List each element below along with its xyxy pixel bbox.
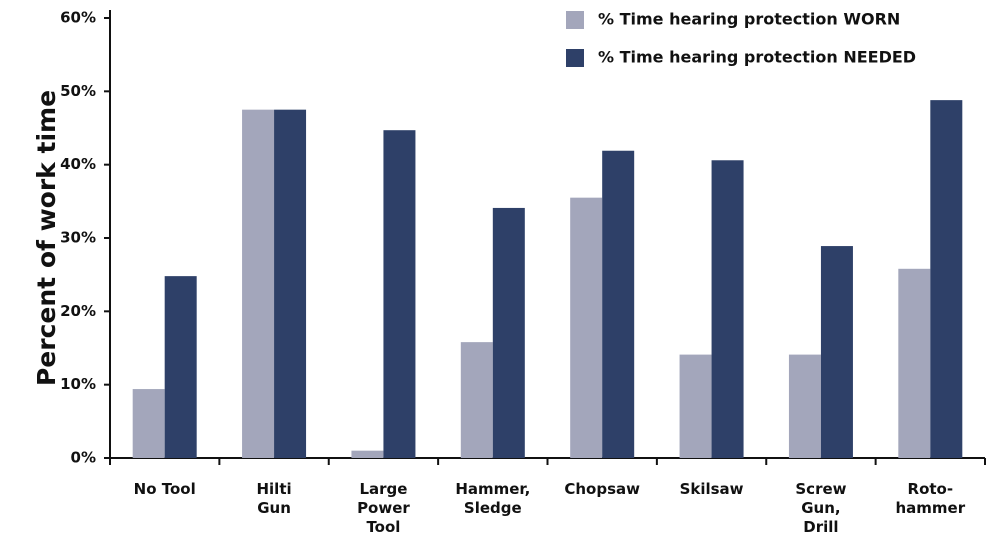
bar [602,150,635,458]
bar [132,389,165,458]
x-tick-label: No Tool [133,480,196,498]
x-tick-label: Chopsaw [564,480,640,498]
bar [164,276,197,458]
bar [570,197,603,458]
legend-label: % Time hearing protection WORN [598,10,900,29]
y-tick-label: 40% [60,155,96,173]
y-tick-label: 10% [60,375,96,393]
y-tick-label: 0% [71,449,96,467]
x-tick-label: Large Power Tool [357,480,410,536]
bar [679,354,712,458]
y-tick-label: 20% [60,302,96,320]
legend-swatch [566,11,584,29]
bar [898,268,931,458]
bar [492,207,525,458]
bar [274,109,307,459]
bar [242,109,275,459]
legend-swatch [566,49,584,67]
y-tick-label: 50% [60,82,96,100]
bar [711,160,744,458]
y-tick-label: 30% [60,229,96,247]
bar [460,342,493,458]
bar [351,450,384,458]
x-tick-label: Skilsaw [679,480,744,498]
x-tick-label: Screw Gun, Drill [795,480,847,536]
y-tick-label: 60% [60,9,96,27]
x-tick-label: Roto- hammer [895,480,966,517]
bar [820,246,853,458]
bar [930,100,963,458]
x-tick-label: Hammer, Sledge [455,480,531,517]
x-tick-label: Hilti Gun [256,480,292,517]
legend-label: % Time hearing protection NEEDED [598,48,916,67]
bar [788,354,821,458]
y-axis-label: Percent of work time [32,90,61,386]
bar [383,130,416,458]
